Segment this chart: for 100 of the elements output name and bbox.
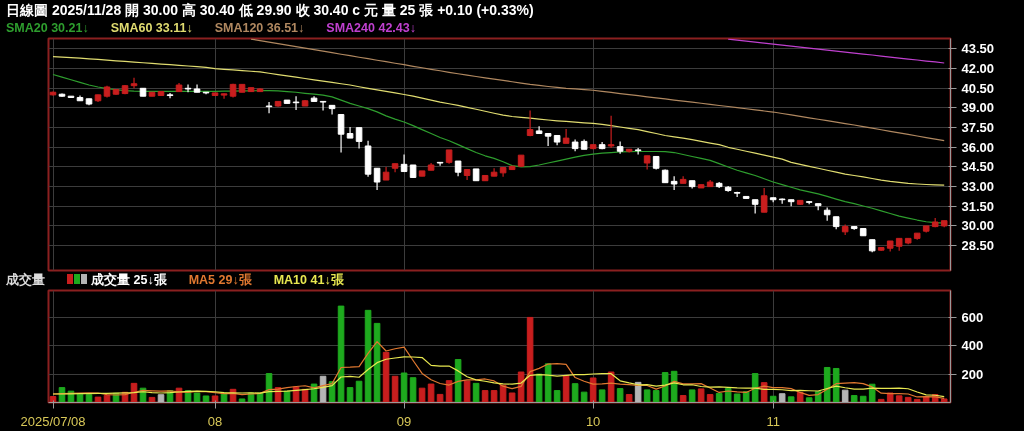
y-tick-label: 40.50 xyxy=(961,80,995,96)
bar xyxy=(481,390,489,403)
bar xyxy=(445,380,453,403)
bar xyxy=(643,389,651,403)
text: SMA240 42.43↓ xyxy=(326,21,416,35)
bar xyxy=(697,388,705,403)
candlestick xyxy=(544,132,552,147)
bar xyxy=(823,366,831,403)
candlestick xyxy=(265,101,273,114)
bar xyxy=(391,375,399,403)
y-tick-label: 28.50 xyxy=(961,238,995,254)
bar xyxy=(202,395,210,403)
bar xyxy=(796,391,804,403)
bar xyxy=(661,372,669,403)
bar xyxy=(427,383,435,403)
bar xyxy=(373,322,381,403)
candlestick xyxy=(337,113,345,154)
y-tick-label: 34.50 xyxy=(961,159,995,175)
bar xyxy=(787,396,795,403)
candlestick xyxy=(373,167,381,191)
line-series xyxy=(52,356,945,398)
bar xyxy=(355,380,363,403)
series-label: SMA120 36.51↓ xyxy=(214,21,305,35)
bar xyxy=(805,397,813,403)
bar xyxy=(679,395,687,403)
bar xyxy=(490,390,498,403)
bar xyxy=(544,363,552,403)
bar xyxy=(571,383,579,403)
x-tick-label: 09 xyxy=(396,413,412,429)
bar xyxy=(841,389,849,403)
y-tick-label: 39.00 xyxy=(961,100,995,116)
candlestick xyxy=(130,77,138,89)
bar xyxy=(472,382,480,403)
candlestick xyxy=(562,128,570,144)
bar xyxy=(400,372,408,403)
bar xyxy=(913,398,921,403)
bar xyxy=(382,351,390,403)
bar xyxy=(463,380,471,403)
bar xyxy=(886,392,894,403)
bar xyxy=(553,390,561,403)
text: SMA20 30.21↓ xyxy=(6,21,89,35)
bar xyxy=(652,390,660,403)
x-tick-label: 11 xyxy=(766,413,780,429)
bar xyxy=(418,387,426,403)
candlestick xyxy=(184,83,192,93)
candlestick xyxy=(292,95,300,111)
bar xyxy=(634,381,642,403)
bar xyxy=(193,392,201,403)
candlestick xyxy=(328,104,336,116)
bar xyxy=(706,394,714,403)
line-series xyxy=(727,38,945,64)
bar xyxy=(742,391,750,403)
y-tick-label: 37.50 xyxy=(961,120,995,136)
bar xyxy=(625,394,633,403)
bar xyxy=(94,396,102,403)
text: SMA60 33.11↓ xyxy=(110,21,193,35)
y-tick-label: 31.50 xyxy=(961,198,995,214)
chart-title: 日線圖 2025/11/28 開 30.00 高 30.40 低 29.90 收 30.40 c 元 量 25 張 +0.10 (+0.33%) xyxy=(6,1,534,20)
bar xyxy=(499,384,507,403)
y-tick-label: 400 xyxy=(961,338,984,354)
candlestick xyxy=(436,161,444,167)
x-tick-label: 10 xyxy=(585,413,601,429)
candlestick xyxy=(220,92,228,100)
bar xyxy=(211,395,219,403)
bar xyxy=(715,392,723,403)
x-tick-label: 2025/07/08 xyxy=(20,413,86,429)
bar xyxy=(589,377,597,403)
bar xyxy=(508,392,516,403)
bar xyxy=(850,395,858,403)
x-tick-label: 08 xyxy=(207,413,223,429)
bar xyxy=(832,367,840,403)
bar xyxy=(616,388,624,403)
y-tick-label: 36.00 xyxy=(961,139,995,155)
bar xyxy=(751,373,759,403)
candlestick xyxy=(670,175,678,191)
candlestick xyxy=(346,126,354,139)
legend-label: 成交量 25↓張 xyxy=(91,273,167,287)
y-tick-label: 200 xyxy=(961,366,984,382)
bar xyxy=(526,316,534,403)
bar xyxy=(778,393,786,403)
text: MA10 41↓張 xyxy=(273,273,344,287)
bar xyxy=(688,389,696,403)
candlestick xyxy=(526,109,534,137)
bar xyxy=(580,391,588,403)
bar xyxy=(940,398,948,403)
candlestick xyxy=(634,147,642,156)
y-tick-label: 43.50 xyxy=(961,41,995,57)
line-series xyxy=(52,55,945,186)
bar xyxy=(436,393,444,403)
candlestick xyxy=(616,140,624,155)
bar xyxy=(904,396,912,403)
bar xyxy=(562,375,570,403)
candlestick xyxy=(607,115,615,149)
bar xyxy=(895,395,903,403)
y-tick-label: 42.00 xyxy=(961,61,995,77)
bar xyxy=(670,370,678,403)
candlestick xyxy=(166,92,174,99)
candlestick xyxy=(400,153,408,173)
candlestick xyxy=(355,127,363,150)
bar xyxy=(535,373,543,403)
